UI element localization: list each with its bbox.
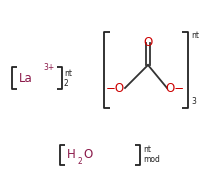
Text: 2: 2 <box>78 156 83 166</box>
Text: 3: 3 <box>191 98 196 106</box>
Text: −O: −O <box>105 81 125 94</box>
Text: O: O <box>143 36 153 49</box>
Text: nt: nt <box>143 145 151 153</box>
Text: H: H <box>67 149 76 161</box>
Text: O: O <box>83 149 92 161</box>
Text: nt: nt <box>191 32 199 40</box>
Text: mod: mod <box>143 156 160 164</box>
Text: La: La <box>19 71 33 84</box>
Text: 2: 2 <box>64 78 69 88</box>
Text: 3+: 3+ <box>43 64 54 73</box>
Text: nt: nt <box>64 68 72 77</box>
Text: O−: O− <box>165 81 184 94</box>
